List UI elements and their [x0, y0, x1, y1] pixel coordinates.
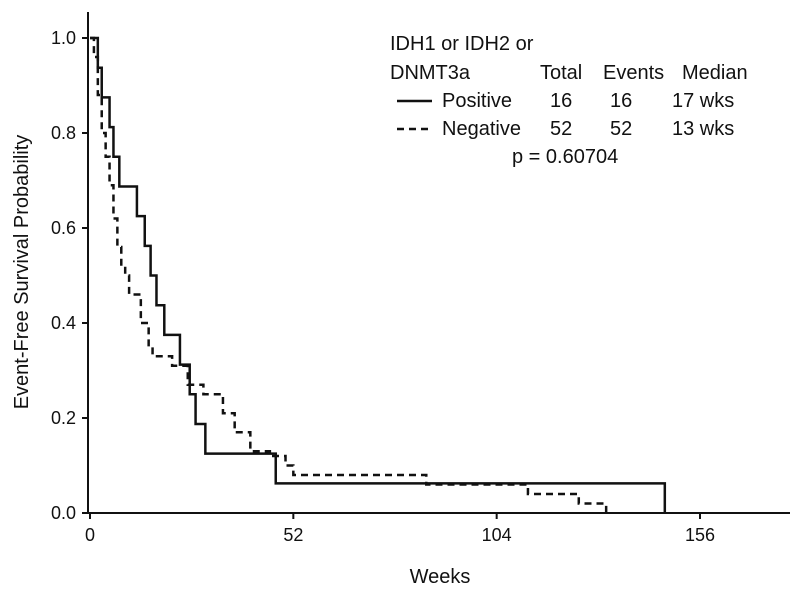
series-line-positive	[90, 36, 667, 513]
x-tick-label: 104	[482, 525, 512, 545]
y-tick-label: 0.8	[51, 123, 76, 143]
legend-col-total: Total	[540, 62, 582, 84]
legend-heading: IDH1 or IDH2 or	[390, 33, 534, 55]
legend-heading: DNMT3a	[390, 62, 471, 84]
legend-label-negative: Negative	[442, 118, 521, 140]
y-tick-label: 0.4	[51, 313, 76, 333]
series-line-negative	[90, 36, 608, 513]
x-tick-label: 156	[685, 525, 715, 545]
legend-total: 52	[550, 118, 572, 140]
legend-label-positive: Positive	[442, 90, 512, 112]
legend-median: 13 wks	[672, 118, 734, 140]
legend: IDH1 or IDH2 or DNMT3a Total Events Median Po…	[390, 33, 748, 168]
legend-col-median: Median	[682, 62, 748, 84]
y-axis-title: Event-Free Survival Probability	[11, 135, 33, 410]
axes: 0.0 0.2 0.4 0.6 0.8 1.0 0 52 104 156 Weeks Event-Fr…	[11, 12, 790, 588]
legend-median: 17 wks	[672, 90, 734, 112]
legend-events: 16	[610, 90, 632, 112]
legend-total: 16	[550, 90, 572, 112]
y-tick-label: 1.0	[51, 28, 76, 48]
legend-events: 52	[610, 118, 632, 140]
x-tick-label: 0	[85, 525, 95, 545]
p-value: p = 0.60704	[512, 146, 618, 168]
y-tick-label: 0.0	[51, 503, 76, 523]
legend-col-events: Events	[603, 62, 664, 84]
x-tick-label: 52	[283, 525, 303, 545]
y-tick-label: 0.2	[51, 408, 76, 428]
plot-area	[90, 36, 667, 513]
y-tick-label: 0.6	[51, 218, 76, 238]
x-axis-title: Weeks	[410, 566, 471, 588]
